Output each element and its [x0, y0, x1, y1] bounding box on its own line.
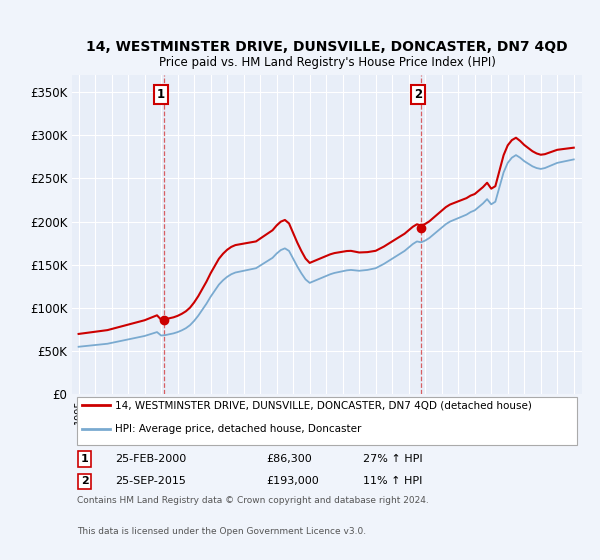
- Text: 1: 1: [81, 454, 89, 464]
- Text: 14, WESTMINSTER DRIVE, DUNSVILLE, DONCASTER, DN7 4QD (detached house): 14, WESTMINSTER DRIVE, DUNSVILLE, DONCAS…: [115, 400, 532, 410]
- Text: Price paid vs. HM Land Registry's House Price Index (HPI): Price paid vs. HM Land Registry's House …: [158, 55, 496, 69]
- Text: This data is licensed under the Open Government Licence v3.0.: This data is licensed under the Open Gov…: [77, 527, 366, 536]
- Text: 2: 2: [414, 88, 422, 101]
- Text: 25-FEB-2000: 25-FEB-2000: [115, 454, 187, 464]
- FancyBboxPatch shape: [77, 397, 577, 445]
- Text: 25-SEP-2015: 25-SEP-2015: [115, 477, 186, 487]
- Text: 14, WESTMINSTER DRIVE, DUNSVILLE, DONCASTER, DN7 4QD: 14, WESTMINSTER DRIVE, DUNSVILLE, DONCAS…: [86, 40, 568, 54]
- Text: 1: 1: [157, 88, 165, 101]
- Text: 27% ↑ HPI: 27% ↑ HPI: [362, 454, 422, 464]
- Text: 11% ↑ HPI: 11% ↑ HPI: [362, 477, 422, 487]
- Text: £193,000: £193,000: [266, 477, 319, 487]
- Text: £86,300: £86,300: [266, 454, 311, 464]
- Text: Contains HM Land Registry data © Crown copyright and database right 2024.: Contains HM Land Registry data © Crown c…: [77, 496, 429, 505]
- Text: HPI: Average price, detached house, Doncaster: HPI: Average price, detached house, Donc…: [115, 424, 362, 435]
- Text: 2: 2: [81, 477, 89, 487]
